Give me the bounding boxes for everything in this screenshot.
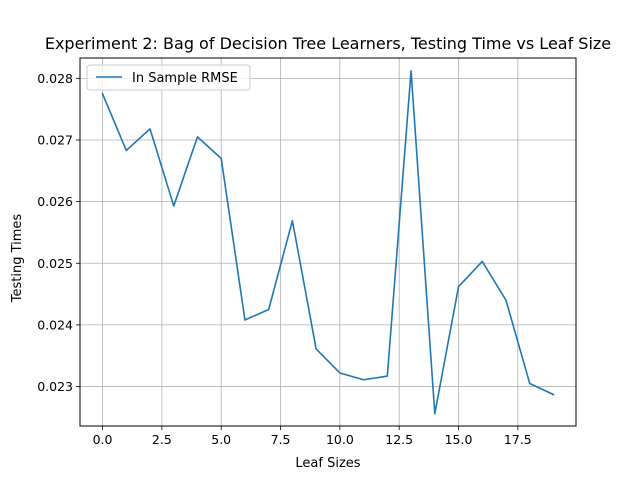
y-tick-label: 0.025 [37,256,73,271]
legend: In Sample RMSE [86,64,251,91]
legend-box [86,64,251,91]
x-tick-label: 15.0 [445,432,473,447]
grid [80,58,576,426]
x-tick-label: 17.5 [504,432,532,447]
plot-area-frame [79,57,577,427]
x-tick-label: 12.5 [385,432,413,447]
x-tick-label: 10.0 [326,432,354,447]
x-axis-label: Leaf Sizes [295,456,360,471]
legend-entry-label: In Sample RMSE [132,71,238,86]
y-tick-label: 0.026 [37,194,73,209]
y-tick-label: 0.023 [37,379,73,394]
y-tick-label: 0.024 [37,317,73,332]
axis-ticks: 0.0 2.5 5.0 7.5 10.0 12.5 15.0 17.5 0.023 0.024 0.… [37,71,532,447]
x-tick-label: 2.5 [152,432,172,447]
x-tick-label: 7.5 [271,432,291,447]
y-axis-label: Testing Times [10,214,25,304]
series-layer [101,70,555,415]
chart-title: Experiment 2: Bag of Decision Tree Learn… [45,34,611,53]
series-line [101,70,555,415]
x-tick-label: 0.0 [93,432,113,447]
x-tick-label: 5.0 [211,432,231,447]
y-tick-label: 0.027 [37,132,73,147]
y-tick-label: 0.028 [37,71,73,86]
